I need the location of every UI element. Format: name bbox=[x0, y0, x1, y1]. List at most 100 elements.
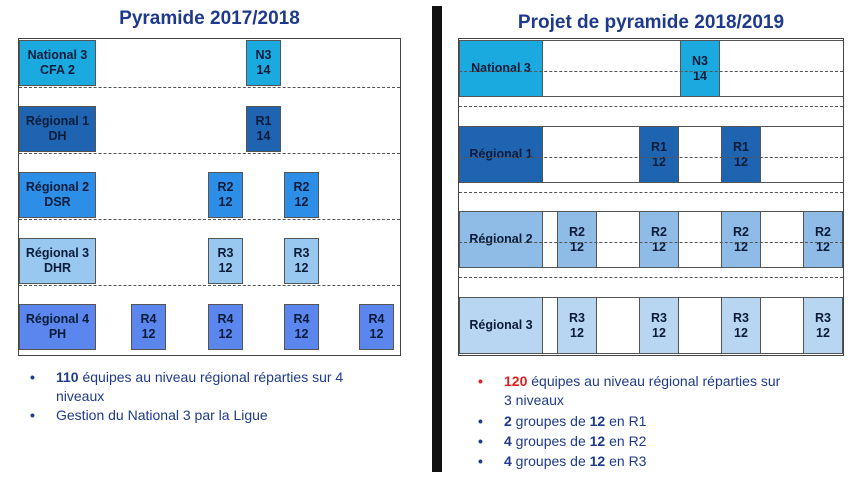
right-group-cell: R2 12 bbox=[803, 211, 843, 268]
right-group-cell: R2 12 bbox=[721, 211, 761, 268]
group-team-count: 12 bbox=[816, 325, 830, 340]
right-bullet-1: • 120 équipes au niveau régional réparti… bbox=[478, 372, 848, 412]
left-level-label: Régional 4 PH bbox=[19, 304, 96, 350]
level-old-name: DHR bbox=[43, 261, 72, 275]
group-level: R3 bbox=[569, 310, 585, 325]
right-group-cell: N3 14 bbox=[680, 40, 720, 97]
left-group-cell: R4 12 bbox=[359, 304, 394, 350]
level-name: Régional 2 bbox=[25, 180, 90, 194]
left-group-cell: R4 12 bbox=[208, 304, 243, 350]
group-level: R4 bbox=[140, 312, 157, 326]
group-team-count: 12 bbox=[734, 239, 748, 254]
group-level: R1 bbox=[255, 114, 272, 128]
left-group-cell: N3 14 bbox=[246, 40, 281, 86]
group-level: R2 bbox=[733, 224, 749, 239]
group-team-count: 12 bbox=[652, 325, 666, 340]
level-name: Régional 2 bbox=[469, 232, 533, 246]
right-level-label: National 3 bbox=[459, 40, 543, 97]
group-team-count: 12 bbox=[734, 325, 748, 340]
right-group-cell: R3 12 bbox=[557, 297, 597, 354]
left-title: Pyramide 2017/2018 bbox=[119, 8, 300, 29]
group-level: R2 bbox=[293, 180, 310, 194]
group-team-count: 12 bbox=[294, 327, 309, 341]
group-level: R2 bbox=[815, 224, 831, 239]
group-level: R3 bbox=[217, 246, 234, 260]
bullet-dot: • bbox=[478, 453, 483, 469]
left-level-label: Régional 3 DHR bbox=[19, 238, 96, 284]
level-old-name: PH bbox=[48, 327, 67, 341]
bullet-dot: • bbox=[478, 373, 483, 389]
right-dashed-separator bbox=[459, 157, 843, 158]
right-bullet-3: • 4 groupes de 12 en R2 bbox=[478, 432, 848, 452]
right-dashed-separator bbox=[459, 277, 843, 278]
group-level: R4 bbox=[217, 312, 234, 326]
level-old-name: DSR bbox=[44, 195, 71, 209]
right-title: Projet de pyramide 2018/2019 bbox=[517, 12, 785, 33]
left-pyramid-panel: National 3 CFA 2 N3 14 Régional 1 DH R1 14 Régio… bbox=[18, 38, 401, 356]
level-name: Régional 1 bbox=[469, 147, 533, 161]
right-bullet-4: • 4 groupes de 12 en R3 bbox=[478, 452, 848, 472]
group-team-count: 12 bbox=[652, 239, 666, 254]
bullet-text: 4 groupes de 12 en R2 bbox=[504, 433, 647, 449]
left-bullet-1: • 110 équipes au niveau régional réparti… bbox=[30, 368, 420, 408]
group-team-count: 12 bbox=[218, 261, 233, 275]
group-team-count: 12 bbox=[294, 195, 309, 209]
left-dashed-separator bbox=[19, 153, 400, 154]
right-pyramid-panel: National 3 N3 14 Régional 1 R1 12 R1 12 Régional… bbox=[458, 38, 844, 356]
group-level: R4 bbox=[368, 312, 385, 326]
right-group-cell: R3 12 bbox=[721, 297, 761, 354]
left-level-label: Régional 2 DSR bbox=[19, 172, 96, 218]
left-group-cell: R2 12 bbox=[284, 172, 319, 218]
group-level: R2 bbox=[569, 224, 585, 239]
left-level-label: Régional 1 DH bbox=[19, 106, 96, 152]
group-level: N3 bbox=[692, 53, 708, 68]
left-bullet-2: • Gestion du National 3 par la Ligue bbox=[30, 406, 420, 426]
right-group-cell: R3 12 bbox=[803, 297, 843, 354]
bullet-dot: • bbox=[30, 369, 35, 385]
group-team-count: 12 bbox=[816, 239, 830, 254]
left-group-cell: R3 12 bbox=[284, 238, 319, 284]
group-level: R1 bbox=[651, 139, 667, 154]
right-dashed-separator bbox=[459, 106, 843, 107]
center-divider bbox=[432, 6, 442, 472]
right-level-band bbox=[543, 297, 843, 354]
bullet-text: 120 équipes au niveau régional réparties… bbox=[504, 373, 781, 408]
group-level: R4 bbox=[293, 312, 310, 326]
group-team-count: 14 bbox=[256, 63, 271, 77]
right-group-cell: R2 12 bbox=[557, 211, 597, 268]
left-dashed-separator bbox=[19, 219, 400, 220]
group-team-count: 12 bbox=[294, 261, 309, 275]
group-team-count: 14 bbox=[693, 68, 707, 83]
group-level: N3 bbox=[255, 48, 272, 62]
group-level: R1 bbox=[733, 139, 749, 154]
right-group-cell: R2 12 bbox=[639, 211, 679, 268]
group-level: R3 bbox=[733, 310, 749, 325]
left-dashed-separator bbox=[19, 285, 400, 286]
bullet-dot: • bbox=[478, 413, 483, 429]
level-old-name: DH bbox=[48, 129, 67, 143]
group-team-count: 12 bbox=[652, 154, 666, 169]
bullet-text: 2 groupes de 12 en R1 bbox=[504, 413, 647, 429]
left-dashed-separator bbox=[19, 87, 400, 88]
right-level-band bbox=[543, 126, 843, 183]
level-name: Régional 4 bbox=[25, 312, 90, 326]
right-dashed-separator bbox=[459, 242, 843, 243]
level-name: National 3 bbox=[471, 61, 531, 75]
left-group-cell: R1 14 bbox=[246, 106, 281, 152]
level-name: Régional 3 bbox=[25, 246, 90, 260]
right-level-label: Régional 3 bbox=[459, 297, 543, 354]
right-group-cell: R3 12 bbox=[639, 297, 679, 354]
group-level: R3 bbox=[815, 310, 831, 325]
group-team-count: 12 bbox=[141, 327, 156, 341]
right-dashed-separator bbox=[459, 192, 843, 193]
bullet-text: Gestion du National 3 par la Ligue bbox=[56, 407, 268, 423]
left-group-cell: R4 12 bbox=[284, 304, 319, 350]
level-name: National 3 bbox=[27, 48, 88, 62]
right-level-band bbox=[543, 211, 843, 268]
left-level-label: National 3 CFA 2 bbox=[19, 40, 96, 86]
bullet-dot: • bbox=[30, 407, 35, 423]
right-dashed-separator bbox=[459, 71, 843, 72]
level-name: Régional 3 bbox=[469, 318, 533, 332]
group-team-count: 14 bbox=[256, 129, 271, 143]
left-group-cell: R2 12 bbox=[208, 172, 243, 218]
